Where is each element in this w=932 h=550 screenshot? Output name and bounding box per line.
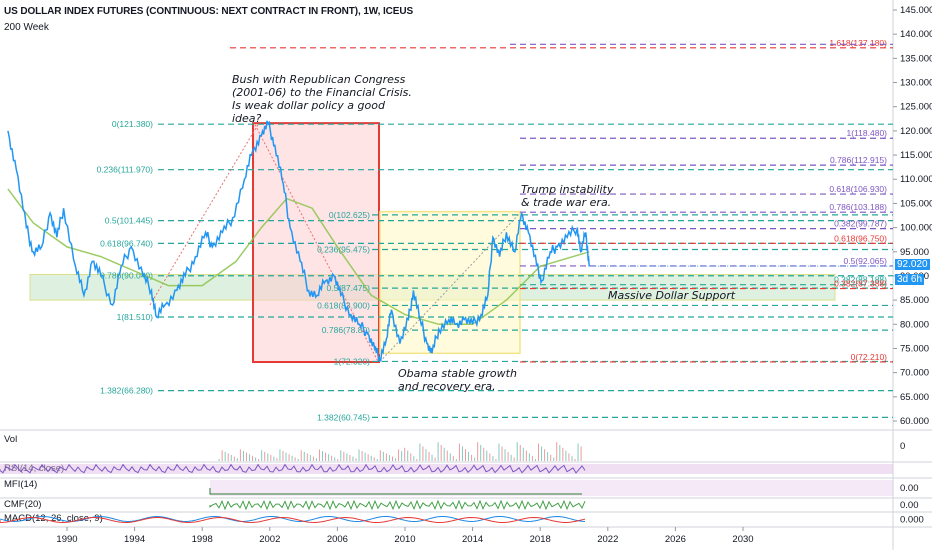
fib-left-label: 1(81.510)	[117, 312, 154, 322]
price-tick-label: 135.000	[900, 53, 932, 64]
mfi-panel-value: 0.00	[900, 483, 919, 494]
rsi-line	[0, 463, 586, 474]
price-tick-label: 105.000	[900, 198, 932, 209]
fib-left-label: 0(121.380)	[112, 119, 153, 129]
year-tick-label: 2010	[394, 534, 415, 545]
year-tick-label: 1990	[56, 534, 77, 545]
rsi-band	[0, 464, 893, 474]
year-tick-label: 1994	[124, 534, 145, 545]
annotation-obama: Obama stable growth and recovery era.	[398, 367, 517, 393]
cmf-panel-label: CMF(20)	[4, 499, 41, 510]
year-tick-label: 2030	[732, 534, 753, 545]
fib-mid-label: 0(102.625)	[329, 210, 370, 220]
year-tick-label: 2026	[665, 534, 686, 545]
macd-line	[0, 515, 586, 523]
annotation-bush: Bush with Republican Congress (2001-06) …	[232, 73, 412, 125]
macd-panel-value: 0.000	[900, 515, 924, 526]
annotation-trump: Trump instability & trade war era.	[521, 183, 614, 209]
price-tick-label: 130.000	[900, 78, 932, 89]
price-line	[7, 120, 590, 363]
countdown-tag: 3d 6h	[895, 274, 925, 285]
price-tick-label: 95.000	[900, 247, 929, 258]
price-tick-label: 65.000	[900, 392, 929, 403]
fib-right-label: 0.618(96.750)	[834, 233, 887, 243]
year-tick-label: 2006	[327, 534, 348, 545]
vol-panel-value: 0	[900, 441, 905, 452]
fib-mid-label: 0.786(78.80)	[322, 325, 370, 335]
fib-right-label: 0.382(99.787)	[834, 219, 887, 229]
fib-right-label: 0.5(92.065)	[844, 256, 888, 266]
price-tick-label: 110.000	[900, 174, 932, 185]
chart-title: US DOLLAR INDEX FUTURES (CONTINUOUS: NEX…	[4, 6, 414, 17]
fib-left-label: 0.618(96.740)	[100, 238, 153, 248]
fib-mid-label: 0.236(95.475)	[317, 244, 370, 254]
ma-label: 200 Week	[4, 22, 49, 33]
price-tick-label: 60.000	[900, 416, 929, 427]
fib-left-label: 0.786(90.040)	[100, 271, 153, 281]
fib-right-label: 0.382(88.188)	[834, 275, 887, 285]
fib-right-label: 0.382(87.388)	[834, 279, 887, 289]
fib-left-label: 0.236(111.970)	[97, 165, 154, 175]
cmf-panel-value: 0.00	[900, 500, 919, 511]
fib-right-label: 1(118.480)	[847, 128, 888, 138]
price-tick-label: 115.000	[900, 150, 932, 161]
vol-panel-label: Vol	[4, 434, 17, 445]
fib-mid-label: 1(72.320)	[334, 356, 371, 366]
price-tick-label: 145.000	[900, 5, 932, 16]
price-tick-label: 70.000	[900, 368, 929, 379]
last-price-tag: 92.020	[895, 259, 930, 270]
fib-right-label: 0(72.210)	[851, 352, 888, 362]
year-tick-label: 2022	[597, 534, 618, 545]
fib-left-label: 0.5(101.445)	[105, 216, 153, 226]
price-tick-label: 80.000	[900, 319, 929, 330]
trend-line-down	[254, 124, 379, 362]
price-tick-label: 75.000	[900, 343, 929, 354]
price-tick-label: 120.000	[900, 126, 932, 137]
year-tick-label: 2002	[259, 534, 280, 545]
fib-mid-label: 1.382(60.745)	[317, 412, 370, 422]
mfi-line	[209, 488, 582, 495]
obama-era-box	[379, 210, 521, 355]
year-tick-label: 2014	[462, 534, 483, 545]
fib-right-label: 0.618(106.930)	[829, 184, 887, 194]
cmf-line	[209, 499, 586, 511]
price-tick-label: 125.000	[900, 102, 932, 113]
fib-right-label: 1.618(137.180)	[829, 38, 887, 48]
fib-right-label: 0.786(112.915)	[830, 155, 887, 165]
trend-line-up	[149, 124, 259, 306]
year-tick-label: 1998	[192, 534, 213, 545]
fib-left-label: 1.382(66.280)	[100, 386, 153, 396]
annotation-support: Massive Dollar Support	[608, 289, 736, 302]
fib-right-label: 0.786(103.188)	[829, 202, 887, 212]
fib-mid-label: 0.618(83.900)	[317, 300, 370, 310]
fib-mid-label: 0.5(87.475)	[327, 283, 371, 293]
mfi-band	[210, 480, 893, 496]
price-tick-label: 140.000	[900, 29, 932, 40]
mfi-panel-label: MFI(14)	[4, 479, 37, 490]
price-tick-label: 85.000	[900, 295, 929, 306]
price-tick-label: 100.000	[900, 223, 932, 234]
macd-signal-line	[0, 516, 586, 524]
year-tick-label: 2018	[530, 534, 551, 545]
